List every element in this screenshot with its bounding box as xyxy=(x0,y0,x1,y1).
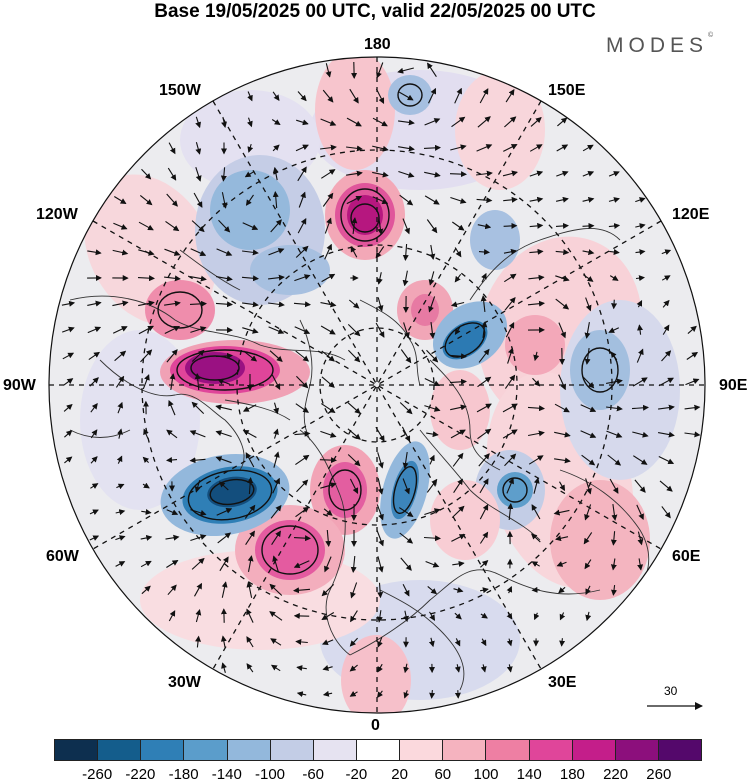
color-legend xyxy=(54,739,702,761)
wind-arrow xyxy=(614,300,615,309)
legend-tick-label: -180 xyxy=(169,766,199,783)
legend-tick-label: -100 xyxy=(255,766,285,783)
polar-anomaly-map xyxy=(0,0,750,740)
legend-tick-label: -60 xyxy=(302,766,324,783)
lon-label-150e: 150E xyxy=(548,82,585,100)
lon-label-30e: 30E xyxy=(548,674,576,692)
reference-vector: 30 xyxy=(645,684,705,714)
legend-tick-label: 20 xyxy=(391,766,408,783)
lon-label-90w: 90W xyxy=(3,377,36,395)
lon-label-180: 180 xyxy=(364,36,391,54)
legend-swatch xyxy=(183,740,226,760)
legend-tick-label: 260 xyxy=(646,766,671,783)
legend-tick-label: -20 xyxy=(346,766,368,783)
lon-label-60e: 60E xyxy=(672,548,700,566)
lon-label-0: 0 xyxy=(371,717,380,735)
legend-swatch xyxy=(55,740,97,760)
legend-tick-label: -260 xyxy=(82,766,112,783)
legend-swatch xyxy=(442,740,485,760)
wind-arrow xyxy=(450,174,466,175)
legend-swatch xyxy=(399,740,442,760)
lon-label-120w: 120W xyxy=(36,206,78,224)
legend-swatch xyxy=(572,740,615,760)
legend-swatch xyxy=(658,740,701,760)
legend-tick-label: 140 xyxy=(517,766,542,783)
legend-swatch xyxy=(485,740,528,760)
lon-label-60w: 60W xyxy=(46,548,79,566)
wind-arrow xyxy=(504,226,517,227)
legend-swatch xyxy=(97,740,140,760)
legend-swatch xyxy=(356,740,399,760)
legend-swatch xyxy=(313,740,356,760)
legend-swatch xyxy=(227,740,270,760)
wind-arrow xyxy=(533,590,540,591)
legend-tick-label: 180 xyxy=(560,766,585,783)
legend-tick-label: -220 xyxy=(125,766,155,783)
wind-arrow xyxy=(583,226,594,227)
lon-label-120e: 120E xyxy=(672,206,709,224)
lon-label-90e: 90E xyxy=(719,377,747,395)
legend-tick-label: 60 xyxy=(434,766,451,783)
reference-arrow-icon xyxy=(645,684,705,714)
wind-arrow xyxy=(320,460,336,461)
legend-swatch xyxy=(140,740,183,760)
legend-tick-label: 220 xyxy=(603,766,628,783)
legend-tick-label: 100 xyxy=(473,766,498,783)
lon-label-30w: 30W xyxy=(168,674,201,692)
legend-swatch xyxy=(615,740,658,760)
legend-swatch xyxy=(529,740,572,760)
legend-swatch xyxy=(270,740,313,760)
legend-ticks: -260 -220 -180 -140 -100 -60 -20 20 60 100 140 180 2… xyxy=(0,766,750,784)
lon-label-150w: 150W xyxy=(159,82,201,100)
legend-tick-label: -140 xyxy=(212,766,242,783)
